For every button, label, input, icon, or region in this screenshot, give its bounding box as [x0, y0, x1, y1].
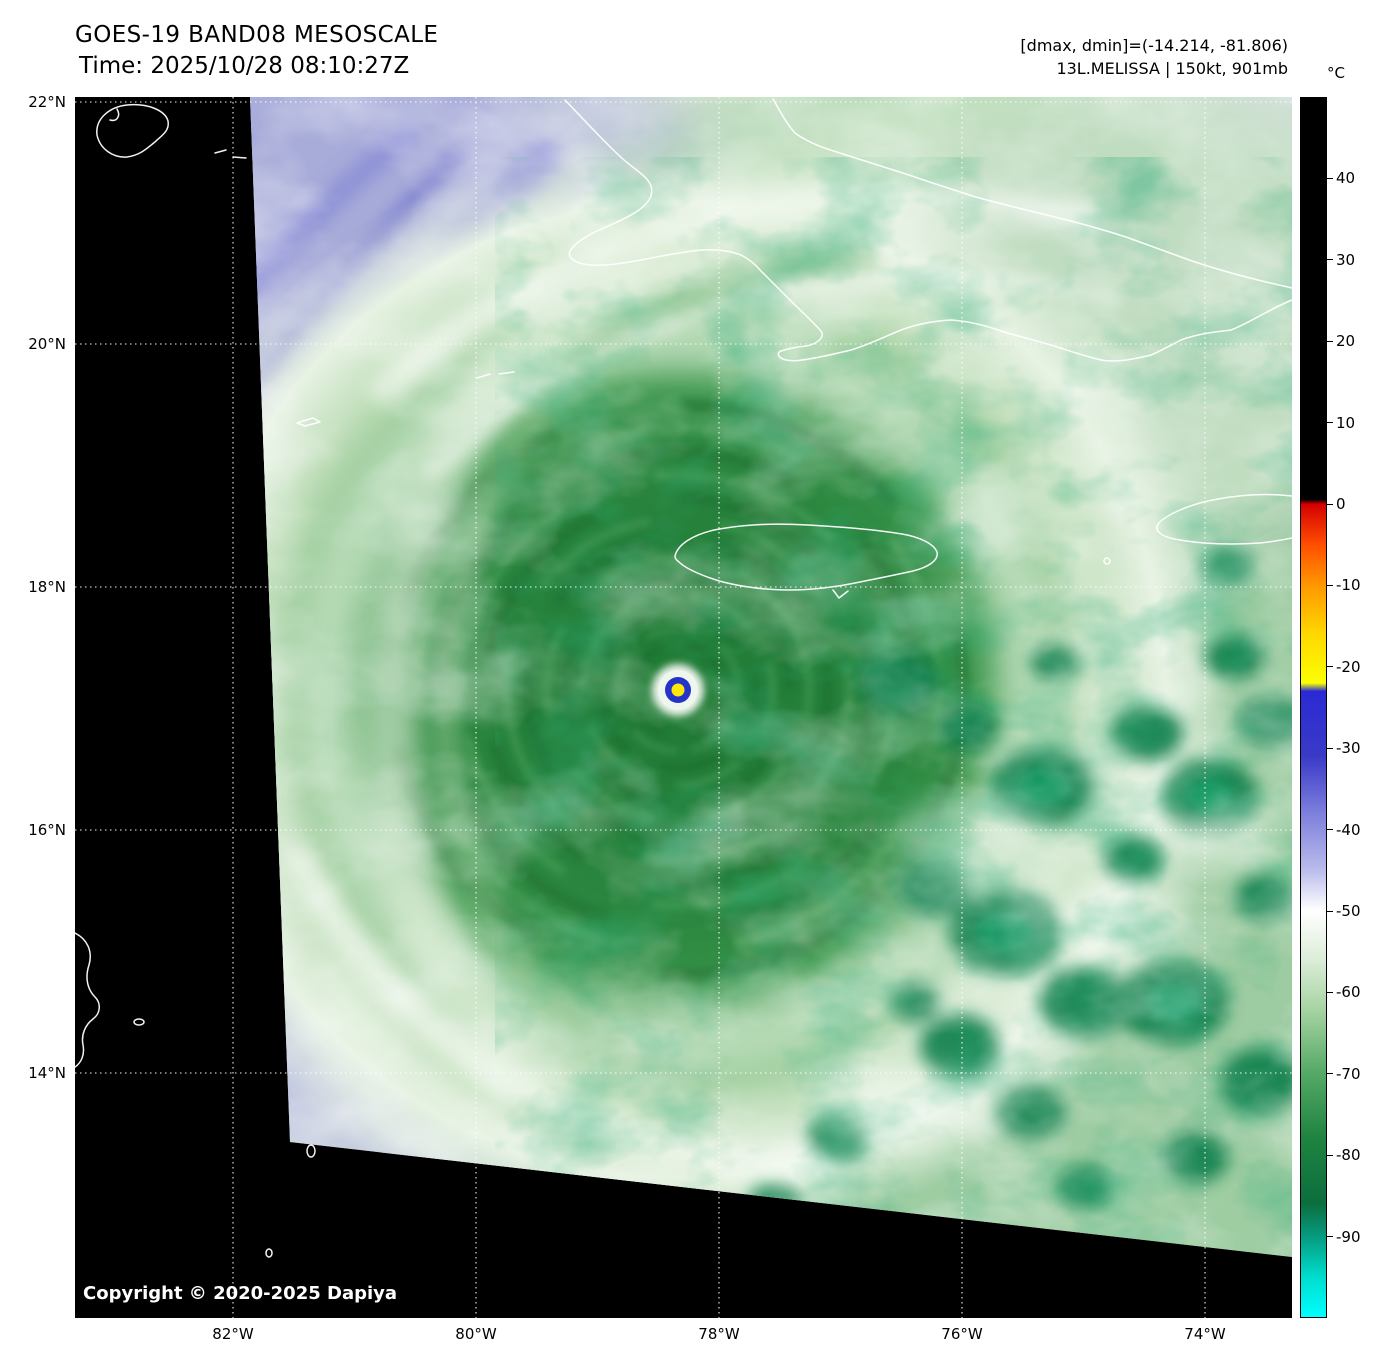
lon-label: 80°W: [455, 1325, 497, 1343]
colorbar-tick-label: 10: [1336, 413, 1356, 432]
hurricane-eye: [652, 664, 704, 716]
coastlines: [75, 98, 1292, 1258]
coastline-cuba-north: [772, 98, 1292, 289]
colorbar-tick-mark: [1327, 1073, 1333, 1075]
colorbar-tick-label: 30: [1336, 250, 1356, 269]
colorbar-tick-label: -20: [1336, 657, 1361, 676]
colorbar-tick-label: -80: [1336, 1146, 1361, 1165]
colorbar-tick-mark: [1327, 177, 1333, 179]
lon-label: 82°W: [212, 1325, 254, 1343]
colorbar-tick-mark: [1327, 259, 1333, 261]
colorbar-tick-mark: [1327, 910, 1333, 912]
colorbar-tick-mark: [1327, 340, 1333, 342]
lon-label: 76°W: [941, 1325, 983, 1343]
colorbar-tick-label: 20: [1336, 332, 1356, 351]
satellite-image: [75, 97, 1292, 1318]
colorbar-gradient: [1300, 97, 1327, 1318]
imagery-layers: [250, 97, 1292, 1257]
map-canvas: Copyright © 2020-2025 Dapiya: [75, 97, 1292, 1318]
colorbar-tick-mark: [1327, 747, 1333, 749]
dmax-dmin-label: [dmax, dmin]=(-14.214, -81.806): [1020, 36, 1288, 55]
coastline-small-island: [306, 1144, 316, 1158]
colorbar-tick-label: -90: [1336, 1227, 1361, 1246]
grid-lines: [75, 97, 1292, 1318]
colorbar-tick-mark: [1327, 991, 1333, 993]
lat-label: 16°N: [28, 821, 66, 839]
coastline-little-cayman: [476, 371, 515, 379]
lat-label: 18°N: [28, 578, 66, 596]
colorbar-tick-label: -40: [1336, 820, 1361, 839]
colorbar-tick-mark: [1327, 1154, 1333, 1156]
colorbar-tick-mark: [1327, 1236, 1333, 1238]
lat-label: 20°N: [28, 335, 66, 353]
lon-label: 78°W: [698, 1325, 740, 1343]
colorbar-tick-label: -10: [1336, 576, 1361, 595]
colorbar-tick-mark: [1327, 503, 1333, 505]
coastline-haiti: [1156, 493, 1292, 545]
colorbar-tick-label: -50: [1336, 902, 1361, 920]
coastline-cuba-south: [564, 99, 1292, 362]
coastline-jamaica: [674, 523, 938, 591]
colorbar-tick-mark: [1327, 666, 1333, 668]
coastline-central-america: [75, 932, 100, 1068]
colorbar-tick-mark: [1327, 584, 1333, 586]
storm-info-label: 13L.MELISSA | 150kt, 901mb: [1056, 59, 1288, 78]
lon-label: 74°W: [1184, 1325, 1226, 1343]
copyright-label: Copyright © 2020-2025 Dapiya: [83, 1283, 398, 1304]
colorbar-tick-label: -30: [1336, 739, 1361, 758]
colorbar-tick-label: -60: [1336, 983, 1361, 1002]
coastline-isla-juventud: [96, 103, 170, 158]
coastline-navassa: [1103, 557, 1111, 565]
image-timestamp: Time: 2025/10/28 08:10:27Z: [79, 53, 410, 79]
colorbar-tick-label: 40: [1336, 169, 1356, 188]
colorbar-tick-mark: [1327, 422, 1333, 424]
colorbar-tick-label: 0: [1336, 495, 1346, 513]
colorbar-tick-mark: [1327, 829, 1333, 831]
lat-label: 22°N: [28, 93, 66, 111]
colorbar-unit-label: °C: [1327, 64, 1345, 82]
colorbar-tick-label: -70: [1336, 1064, 1361, 1083]
image-title: GOES-19 BAND08 MESOSCALE: [75, 22, 439, 48]
coastline-grand-cayman: [296, 417, 321, 427]
coastline-small-island: [265, 1248, 273, 1258]
lat-label: 14°N: [28, 1064, 66, 1082]
